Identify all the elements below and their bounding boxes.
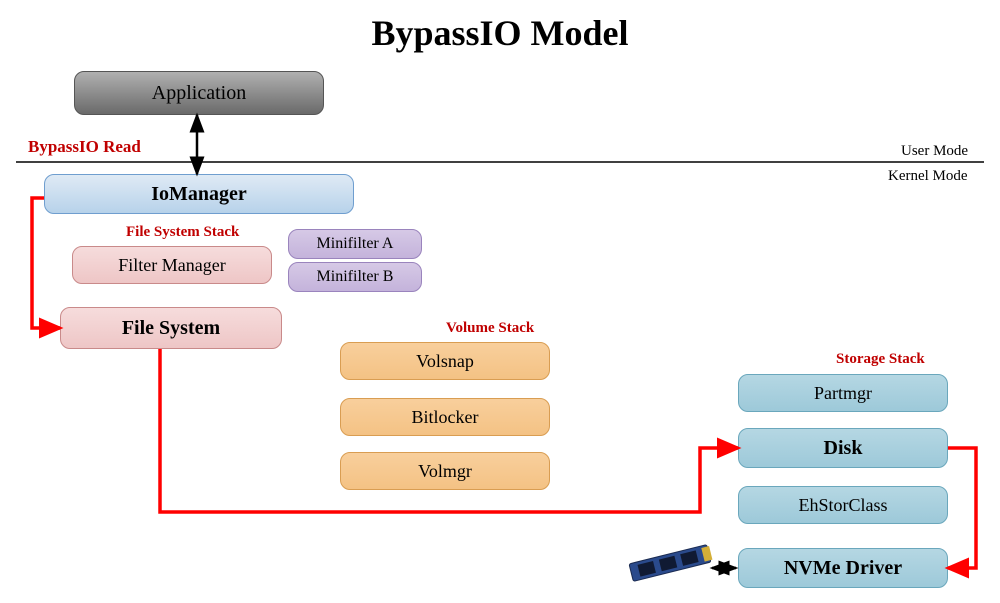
minifilter-b-node: Minifilter B [288,262,422,292]
disk-to-nvme-arrow [948,448,976,568]
ehstorclass-node: EhStorClass [738,486,948,524]
node-label: NVMe Driver [784,557,902,580]
node-label: Disk [824,437,863,460]
node-label: IoManager [151,183,247,206]
storage-stack-label: Storage Stack [836,351,925,368]
node-label: Volmgr [418,461,472,482]
bitlocker-node: Bitlocker [340,398,550,436]
node-label: Bitlocker [412,407,479,428]
bypass-read-label: BypassIO Read [28,137,141,157]
node-label: EhStorClass [798,495,887,516]
minifilter-a-node: Minifilter A [288,229,422,259]
node-label: Volsnap [416,351,474,372]
node-label: Filter Manager [118,255,225,276]
node-label: Minifilter B [317,268,394,286]
partmgr-node: Partmgr [738,374,948,412]
disk-node: Disk [738,428,948,468]
volume-stack-label: Volume Stack [446,320,534,337]
ssd-icon [629,544,713,581]
file-system-node: File System [60,307,282,349]
application-node: Application [74,71,324,115]
node-label: Minifilter A [317,235,394,253]
node-label: Partmgr [814,383,872,404]
io-to-filesystem-arrow [32,198,60,328]
kernel-mode-label: Kernel Mode [888,168,968,185]
page-title: BypassIO Model [0,12,1000,54]
filter-manager-node: Filter Manager [72,246,272,284]
file-system-stack-label: File System Stack [126,224,239,241]
nvme-driver-node: NVMe Driver [738,548,948,588]
node-label: Application [152,82,246,105]
volsnap-node: Volsnap [340,342,550,380]
user-mode-label: User Mode [901,143,968,160]
iomanager-node: IoManager [44,174,354,214]
node-label: File System [122,317,220,340]
volmgr-node: Volmgr [340,452,550,490]
